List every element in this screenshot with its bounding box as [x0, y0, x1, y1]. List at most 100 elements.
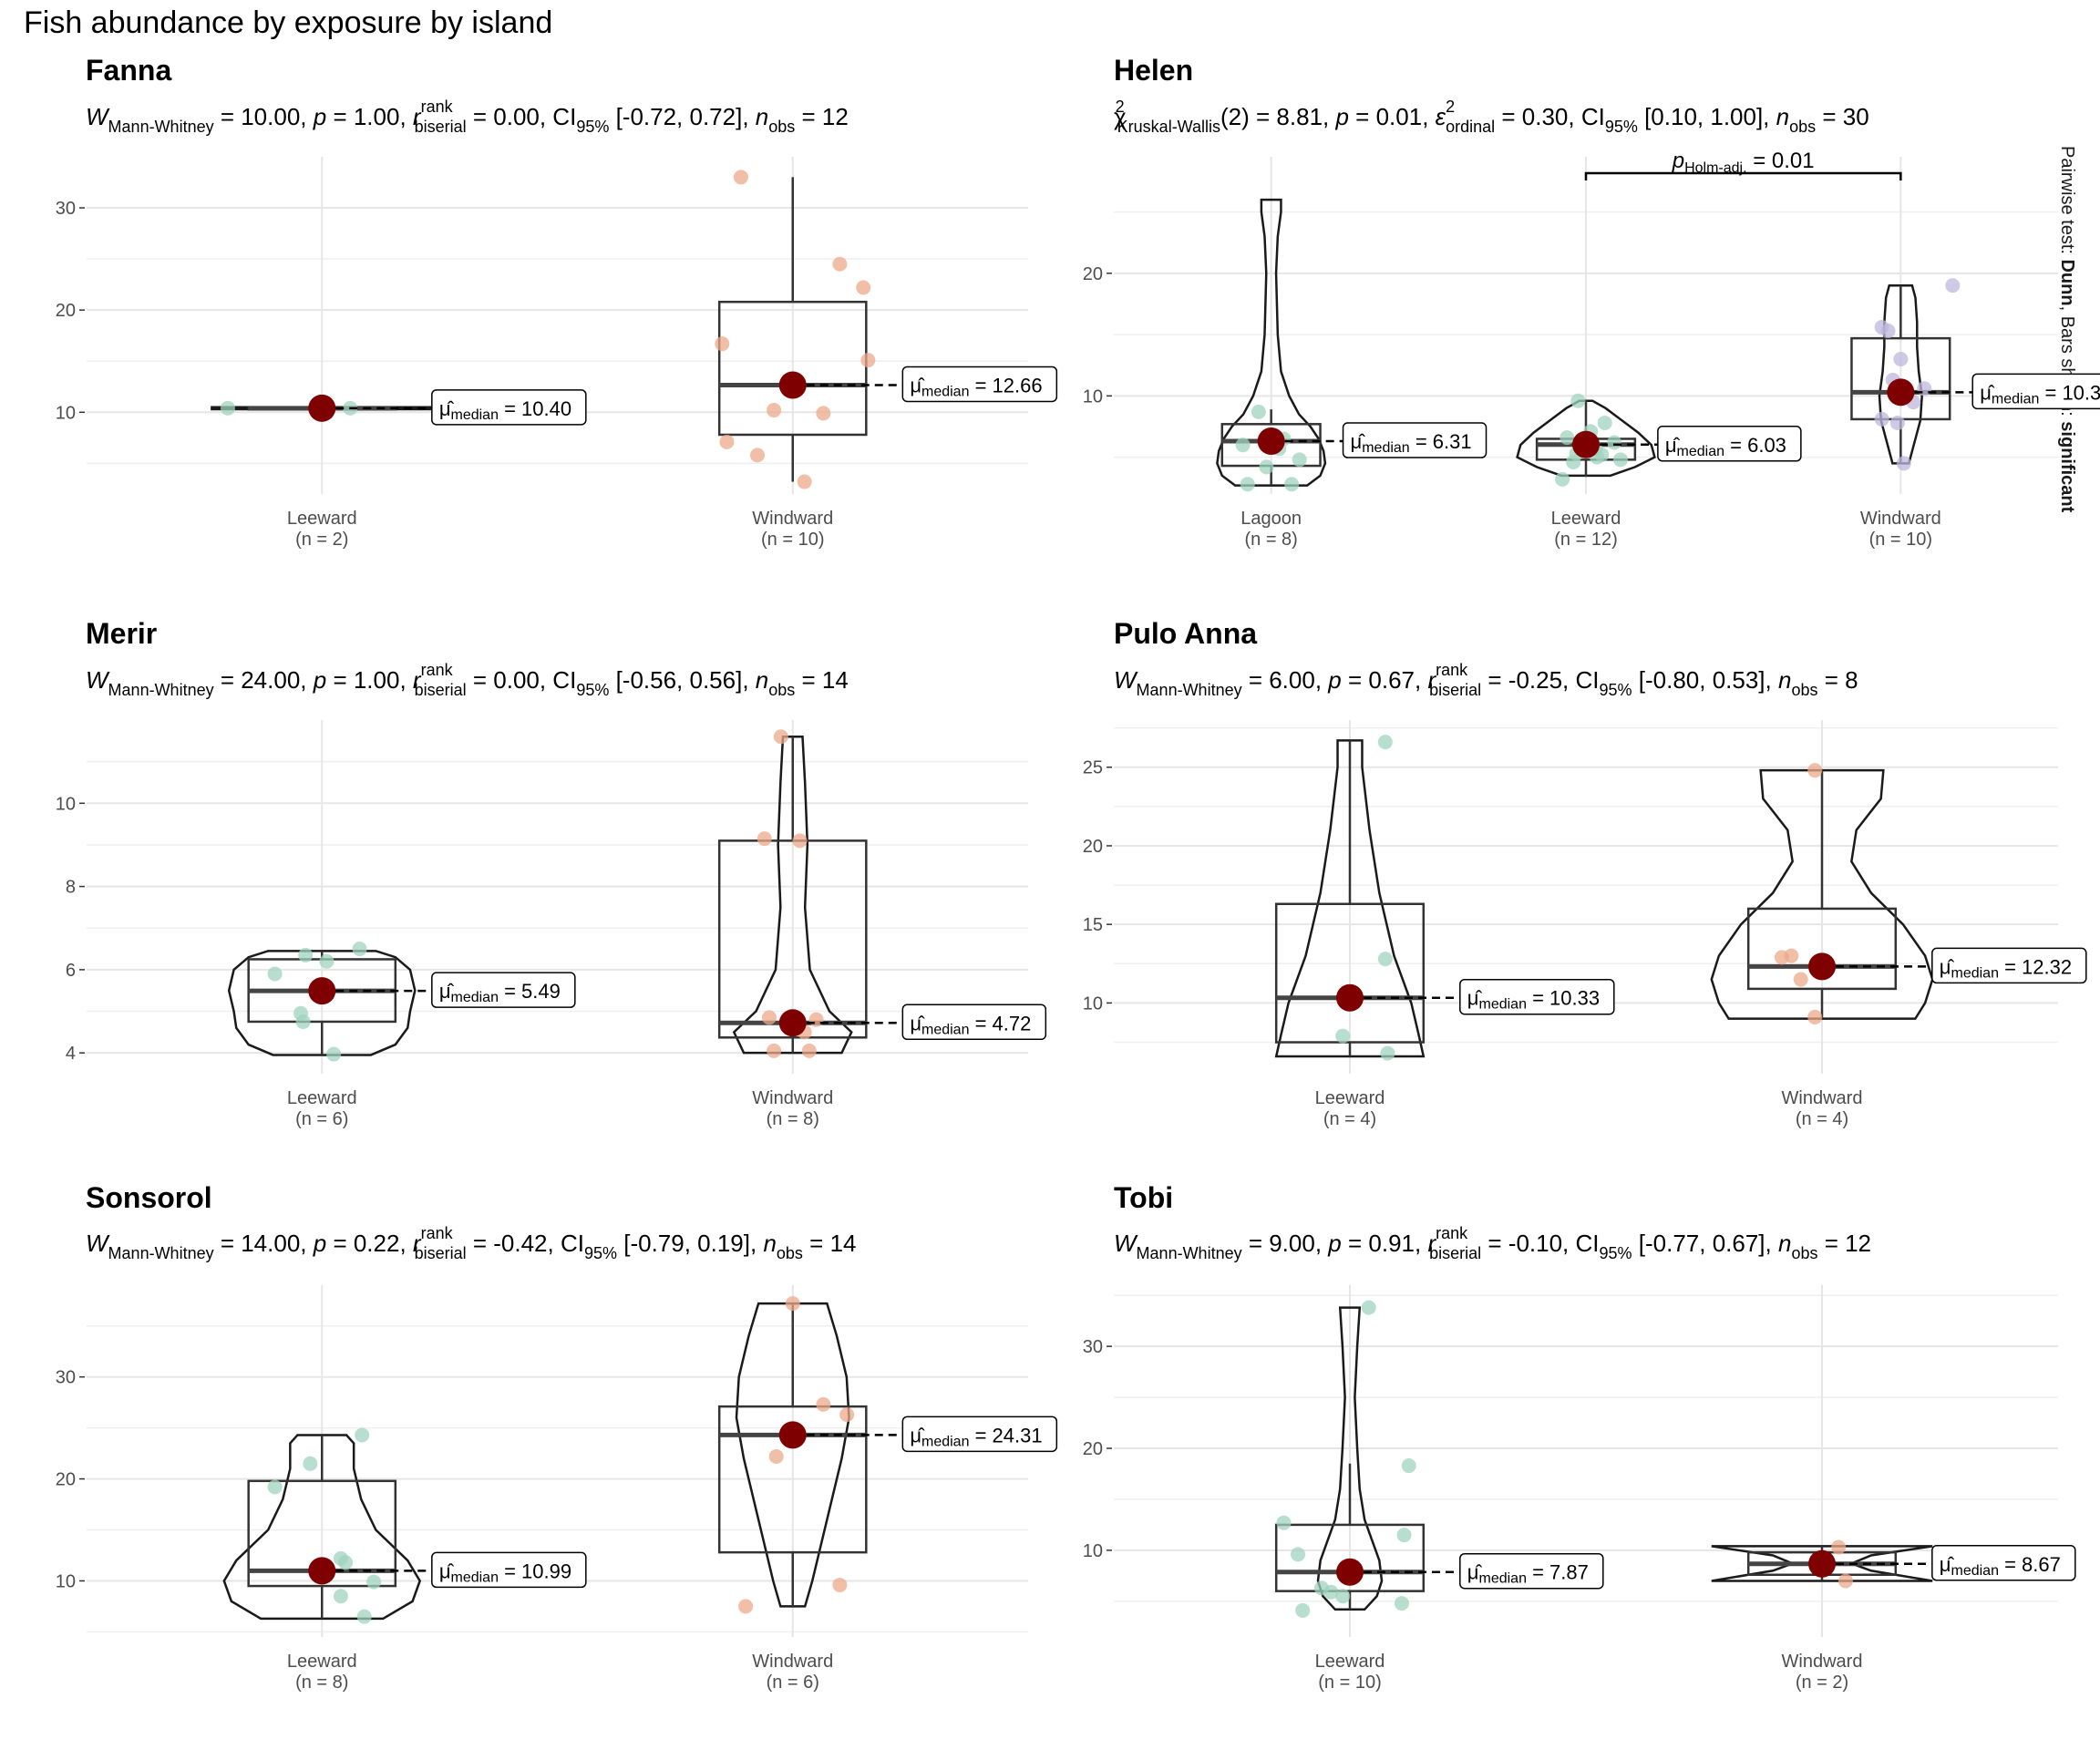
- violin: [1710, 768, 1934, 1020]
- data-point: [1889, 415, 1905, 430]
- y-tick-label: 15: [1083, 915, 1103, 935]
- panel-subtitle: χ2 Kruskal-Wallis(2) = 8.81, p = 0.01, ε2…: [1114, 98, 1869, 136]
- data-point: [1594, 447, 1610, 462]
- group-windward: μ̂median = 12.32 Windward(n = 4): [1710, 763, 2087, 1129]
- median-label-box: [901, 1415, 1058, 1453]
- y-tick-label: 30: [56, 1368, 76, 1388]
- data-point: [1793, 972, 1808, 987]
- data-point: [1893, 352, 1909, 366]
- group-windward: μ̂median = 8.67 Windward(n = 2): [1711, 1539, 2076, 1693]
- data-point: [1335, 1028, 1351, 1044]
- data-point: [1597, 415, 1612, 430]
- median-label-box: [901, 365, 1058, 403]
- y-tick-label: 30: [56, 199, 76, 219]
- x-tick-label: Windward: [1782, 1652, 1863, 1672]
- data-point: [816, 1396, 831, 1412]
- x-tick-label: Leeward: [1315, 1652, 1385, 1672]
- data-point: [1291, 1547, 1306, 1562]
- data-point: [768, 1448, 784, 1464]
- x-tick-count: (n = 4): [1323, 1109, 1376, 1129]
- panel-subtitle: WMann-Whitney = 14.00, p = 0.22, rrank bi…: [86, 1224, 857, 1262]
- median-label-box: [1657, 426, 1802, 462]
- data-point: [1874, 411, 1889, 427]
- y-tick-label: 20: [1083, 264, 1103, 284]
- data-point: [1295, 1602, 1311, 1618]
- panel-title: Helen: [1114, 54, 1193, 87]
- x-tick-count: (n = 8): [1244, 530, 1297, 550]
- median-label-box: [1342, 422, 1488, 458]
- data-point: [1377, 952, 1393, 967]
- median-label: μ̂median = 10.30: [1980, 381, 2100, 407]
- x-tick-label: Windward: [1782, 1088, 1863, 1108]
- median-label-box: [1971, 373, 2100, 410]
- panel-subtitle: WMann-Whitney = 10.00, p = 1.00, rrank bi…: [86, 98, 849, 136]
- group-windward: μ̂median = 4.72 Windward(n = 8): [717, 729, 1047, 1129]
- x-tick-label: Windward: [752, 509, 833, 529]
- panel-helen: Helen χ2 Kruskal-Wallis(2) = 8.81, p = 0.0…: [1083, 54, 2100, 550]
- median-label: μ̂median = 5.49: [439, 980, 561, 1005]
- y-tick-label: 20: [56, 1470, 76, 1490]
- data-point: [338, 1555, 354, 1570]
- median-point: [1257, 427, 1285, 456]
- data-point: [808, 1012, 824, 1027]
- data-point: [298, 947, 314, 962]
- group-leeward: μ̂median = 6.03 Leeward(n = 12): [1516, 393, 1802, 550]
- median-label-box: [1931, 947, 2087, 984]
- data-point: [1284, 477, 1300, 492]
- data-point: [1570, 393, 1586, 408]
- median-point: [1808, 1549, 1836, 1578]
- data-point: [801, 1043, 817, 1058]
- y-tick-label: 20: [56, 301, 76, 321]
- data-point: [352, 942, 367, 957]
- median-label-box: [431, 972, 576, 1008]
- data-point: [1807, 1009, 1823, 1024]
- panel-sonsorol: Sonsorol WMann-Whitney = 14.00, p = 0.22,…: [56, 1181, 1058, 1693]
- data-point: [1607, 435, 1622, 450]
- x-tick-label: Leeward: [287, 1088, 357, 1108]
- x-tick-label: Leeward: [1315, 1088, 1385, 1108]
- y-tick-label: 8: [66, 878, 76, 898]
- data-point: [767, 1043, 782, 1058]
- data-point: [757, 831, 772, 847]
- box: [1274, 1523, 1426, 1592]
- data-point: [1566, 455, 1581, 470]
- panel-subtitle: WMann-Whitney = 9.00, p = 0.91, rrank bis…: [1114, 1224, 1871, 1262]
- data-point: [295, 1014, 311, 1029]
- panel-title: Pulo Anna: [1114, 617, 1257, 650]
- y-tick-label: 10: [56, 1571, 76, 1591]
- y-tick-label: 25: [1083, 758, 1103, 778]
- data-point: [719, 434, 735, 449]
- x-tick-count: (n = 2): [1796, 1673, 1848, 1693]
- median-label-box: [901, 1004, 1047, 1041]
- violin: [227, 950, 417, 1056]
- median-point: [1808, 952, 1836, 981]
- data-point: [733, 170, 748, 185]
- group-windward: μ̂median = 12.66 Windward(n = 10): [715, 170, 1058, 550]
- data-point: [773, 729, 788, 745]
- median-point: [308, 977, 336, 1005]
- data-point: [860, 353, 876, 368]
- group-leeward: μ̂median = 10.40 Leeward(n = 2): [211, 389, 587, 550]
- y-tick-label: 6: [66, 961, 76, 981]
- x-tick-count: (n = 10): [761, 530, 824, 550]
- median-label-box: [431, 1551, 587, 1589]
- panel-merir: Merir WMann-Whitney = 24.00, p = 1.00, rr…: [56, 617, 1047, 1129]
- x-tick-count: (n = 8): [295, 1673, 348, 1693]
- panel-subtitle: WMann-Whitney = 24.00, p = 1.00, rrank bi…: [86, 661, 849, 699]
- median-point: [778, 1421, 807, 1449]
- data-point: [303, 1456, 318, 1471]
- median-label-box: [1931, 1545, 2076, 1581]
- median-label: μ̂median = 6.31: [1351, 430, 1472, 456]
- data-point: [1361, 1300, 1376, 1315]
- group-leeward: μ̂median = 10.33 Leeward(n = 4): [1274, 735, 1615, 1129]
- page-title: Fish abundance by exposure by island: [24, 5, 553, 40]
- median-label: μ̂median = 24.31: [910, 1424, 1042, 1449]
- data-point: [1917, 381, 1932, 396]
- median-label: μ̂median = 12.66: [910, 374, 1042, 399]
- data-point: [1807, 763, 1823, 778]
- data-point: [267, 966, 283, 982]
- data-point: [1235, 438, 1251, 453]
- box: [717, 300, 868, 437]
